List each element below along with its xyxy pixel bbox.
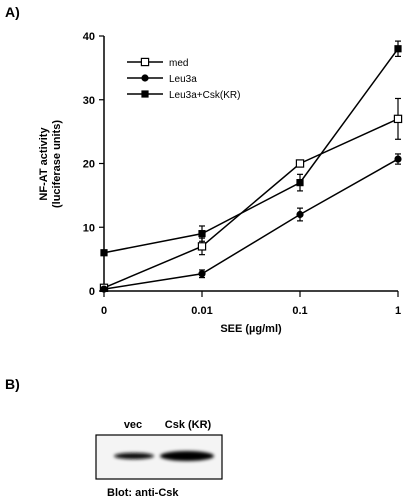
plot-area — [99, 40, 403, 293]
data-point — [100, 249, 108, 257]
series-med — [99, 97, 403, 293]
x-tick-label: 0.01 — [191, 305, 212, 317]
y-tick-label: 40 — [83, 31, 95, 43]
legend: med Leu3a Leu3a+Csk(KR) — [127, 57, 240, 101]
data-point — [393, 114, 403, 124]
lane-label-csk-kr: Csk (KR) — [165, 419, 212, 431]
series-leu3a-csk-kr — [100, 40, 402, 257]
panel-a-label: A) — [5, 4, 20, 20]
x-tick-label: 0 — [101, 305, 107, 317]
legend-marker — [141, 74, 149, 82]
y-tick-label: 0 — [89, 286, 95, 298]
data-point — [295, 159, 305, 168]
data-point — [100, 285, 108, 293]
legend-label: med — [169, 58, 188, 69]
legend-marker — [140, 57, 150, 67]
legend-item-med: med — [127, 57, 188, 69]
series-line — [103, 48, 399, 254]
series-line — [103, 158, 399, 290]
legend-label: Leu3a — [169, 74, 197, 85]
y-axis-title: NF-AT activity — [38, 127, 50, 201]
series-leu3a — [100, 153, 402, 293]
blot-band-vec — [114, 452, 154, 460]
y-tick-label: 30 — [83, 95, 95, 107]
x-tick-label: 0.1 — [292, 305, 307, 317]
y-tick-label: 20 — [83, 159, 95, 171]
data-point — [198, 230, 206, 238]
y-tick-label: 10 — [83, 222, 95, 234]
y-axis-units: (luciferase units) — [51, 120, 63, 208]
x-ticks: 0 0.01 0.1 1 — [101, 291, 401, 317]
lane-label-vec: vec — [124, 419, 142, 431]
data-point — [394, 155, 402, 163]
data-point — [296, 210, 304, 219]
data-point — [198, 270, 206, 278]
y-ticks: 0 10 20 30 40 — [83, 31, 104, 298]
panel-b-label: B) — [5, 376, 20, 392]
data-point — [394, 45, 402, 53]
x-axis-title: SEE (µg/ml) — [220, 323, 282, 335]
series-line — [103, 118, 399, 289]
blot-caption: Blot: anti-Csk — [107, 487, 179, 499]
legend-label: Leu3a+Csk(KR) — [169, 90, 240, 101]
legend-item-leu3a: Leu3a — [127, 74, 197, 85]
blot-band-csk-kr — [160, 451, 214, 461]
data-point — [197, 242, 207, 251]
data-point — [296, 179, 304, 187]
legend-item-leu3a-csk-kr: Leu3a+Csk(KR) — [127, 90, 240, 101]
legend-marker — [141, 90, 149, 98]
x-tick-label: 1 — [395, 305, 401, 317]
